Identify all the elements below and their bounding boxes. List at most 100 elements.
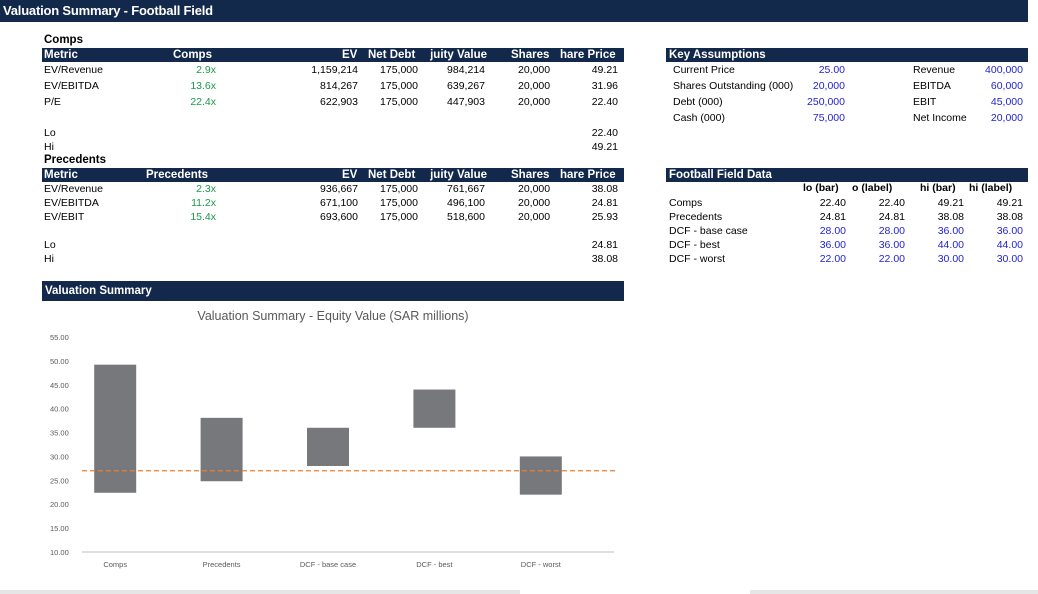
precedents-row-ev: 693,600 bbox=[320, 211, 358, 223]
football-data-title: Football Field Data bbox=[669, 169, 772, 181]
comps-row-net-debt: 175,000 bbox=[380, 80, 418, 92]
comps-row-net-debt: 175,000 bbox=[380, 96, 418, 108]
precedents-col-equity: juity Value bbox=[430, 169, 487, 181]
precedents-row-metric: EV/EBIT bbox=[44, 211, 85, 223]
fd-row-hi-bar: 30.00 bbox=[937, 253, 964, 265]
valuation-summary-title: Valuation Summary bbox=[45, 285, 152, 297]
fd-col-lo-label: o (label) bbox=[852, 182, 893, 194]
comps-row-multiple: 2.9x bbox=[196, 64, 216, 76]
comps-col-comps: Comps bbox=[173, 49, 212, 61]
assumption-label: Current Price bbox=[673, 64, 735, 76]
fd-row-lo-label: 28.00 bbox=[878, 225, 905, 237]
chart-title: Valuation Summary - Equity Value (SAR mi… bbox=[197, 309, 469, 323]
y-tick-label: 55.00 bbox=[50, 333, 69, 342]
range-bar bbox=[94, 364, 137, 493]
fd-col-hi-bar: hi (bar) bbox=[920, 182, 956, 194]
assumption-label: EBIT bbox=[913, 96, 937, 108]
precedents-row-multiple: 15.4x bbox=[190, 211, 216, 223]
assumption-value: 400,000 bbox=[985, 64, 1023, 76]
precedents-row-price: 24.81 bbox=[591, 197, 618, 209]
precedents-hi-value: 38.08 bbox=[591, 253, 618, 265]
fd-row-lo-bar: 24.81 bbox=[819, 211, 846, 223]
y-tick-label: 50.00 bbox=[50, 357, 69, 366]
fd-row-lo-bar: 36.00 bbox=[819, 239, 846, 251]
x-category-label: DCF - base case bbox=[300, 560, 356, 569]
fd-row-lo-label: 22.00 bbox=[878, 253, 905, 265]
comps-row-ev: 814,267 bbox=[320, 80, 358, 92]
x-category-label: DCF - worst bbox=[521, 560, 562, 569]
comps-lo-value: 22.40 bbox=[591, 127, 618, 139]
precedents-row-equity: 761,667 bbox=[447, 183, 485, 195]
valuation-summary-header: Valuation Summary bbox=[42, 281, 624, 301]
y-tick-label: 25.00 bbox=[50, 476, 69, 485]
assumption-value: 45,000 bbox=[990, 96, 1023, 108]
fd-row-name: DCF - worst bbox=[669, 253, 725, 265]
comps-row-ev: 1,159,214 bbox=[311, 64, 358, 76]
fd-row-lo-label: 22.40 bbox=[878, 197, 905, 209]
comps-col-metric: Metric bbox=[44, 49, 78, 61]
comps-row-price: 22.40 bbox=[591, 96, 618, 108]
comps-row-shares: 20,000 bbox=[518, 64, 551, 76]
fd-row-name: Comps bbox=[669, 197, 703, 209]
y-tick-label: 15.00 bbox=[50, 524, 69, 533]
fd-row-hi-label: 36.00 bbox=[996, 225, 1023, 237]
precedents-col-price: hare Price bbox=[560, 169, 616, 181]
horizontal-scrollbar-left[interactable] bbox=[0, 590, 520, 594]
y-tick-label: 35.00 bbox=[50, 429, 69, 438]
fd-row-lo-label: 36.00 bbox=[878, 239, 905, 251]
assumption-label: Shares Outstanding (000) bbox=[673, 80, 794, 92]
comps-col-net-debt: Net Debt bbox=[368, 49, 416, 61]
comps-row-net-debt: 175,000 bbox=[380, 64, 418, 76]
comps-row-price: 31.96 bbox=[591, 80, 618, 92]
fd-row-hi-label: 38.08 bbox=[996, 211, 1023, 223]
assumption-value: 20,000 bbox=[812, 80, 845, 92]
assumption-value: 250,000 bbox=[807, 96, 845, 108]
x-category-label: DCF - best bbox=[416, 560, 453, 569]
precedents-row-ev: 936,667 bbox=[320, 183, 358, 195]
precedents-col-metric: Metric bbox=[44, 169, 78, 181]
comps-row-metric: EV/EBITDA bbox=[44, 80, 99, 92]
comps-row-metric: P/E bbox=[44, 96, 61, 108]
precedents-col-precedents: Precedents bbox=[146, 169, 209, 181]
fd-row-lo-label: 24.81 bbox=[878, 211, 905, 223]
precedents-row-shares: 20,000 bbox=[518, 183, 551, 195]
fd-row-name: DCF - base case bbox=[669, 225, 748, 237]
precedents-hi-label: Hi bbox=[44, 253, 54, 265]
precedents-row-shares: 20,000 bbox=[518, 197, 551, 209]
precedents-row-shares: 20,000 bbox=[518, 211, 551, 223]
range-bar bbox=[307, 427, 349, 466]
horizontal-scrollbar-right[interactable] bbox=[750, 590, 1038, 594]
assumption-label: Net Income bbox=[913, 112, 967, 124]
precedents-row-multiple: 2.3x bbox=[196, 183, 216, 195]
precedents-row-metric: EV/EBITDA bbox=[44, 197, 99, 209]
comps-header-row: Metric Comps EV Net Debt juity Value Sha… bbox=[42, 48, 624, 62]
range-bar bbox=[519, 456, 562, 495]
assumption-value: 60,000 bbox=[990, 80, 1023, 92]
assumption-label: EBITDA bbox=[913, 80, 951, 92]
comps-col-price: hare Price bbox=[560, 49, 616, 61]
football-data-header: Football Field Data bbox=[666, 168, 1028, 182]
fd-row-lo-bar: 28.00 bbox=[819, 225, 846, 237]
key-assumptions-header: Key Assumptions bbox=[666, 48, 1028, 62]
precedents-row-price: 25.93 bbox=[591, 211, 618, 223]
fd-row-hi-bar: 36.00 bbox=[937, 225, 964, 237]
fd-row-hi-bar: 38.08 bbox=[937, 211, 964, 223]
precedents-row-net-debt: 175,000 bbox=[380, 183, 418, 195]
precedents-col-net-debt: Net Debt bbox=[368, 169, 416, 181]
precedents-row-net-debt: 175,000 bbox=[380, 197, 418, 209]
comps-row-metric: EV/Revenue bbox=[44, 64, 103, 76]
assumption-label: Revenue bbox=[913, 64, 956, 76]
fd-row-hi-label: 49.21 bbox=[996, 197, 1023, 209]
y-tick-label: 20.00 bbox=[50, 500, 69, 509]
assumption-value: 20,000 bbox=[990, 112, 1023, 124]
precedents-row-price: 38.08 bbox=[591, 183, 618, 195]
comps-lo-label: Lo bbox=[44, 127, 56, 139]
precedents-header-row: Metric Precedents EV Net Debt juity Valu… bbox=[42, 168, 624, 182]
precedents-row-equity: 518,600 bbox=[447, 211, 485, 223]
y-tick-label: 10.00 bbox=[50, 548, 69, 557]
assumption-label: Cash (000) bbox=[673, 112, 725, 124]
precedents-section-label: Precedents bbox=[44, 154, 107, 166]
precedents-row-multiple: 11.2x bbox=[191, 197, 216, 209]
precedents-lo-label: Lo bbox=[44, 239, 56, 251]
comps-row-ev: 622,903 bbox=[320, 96, 358, 108]
